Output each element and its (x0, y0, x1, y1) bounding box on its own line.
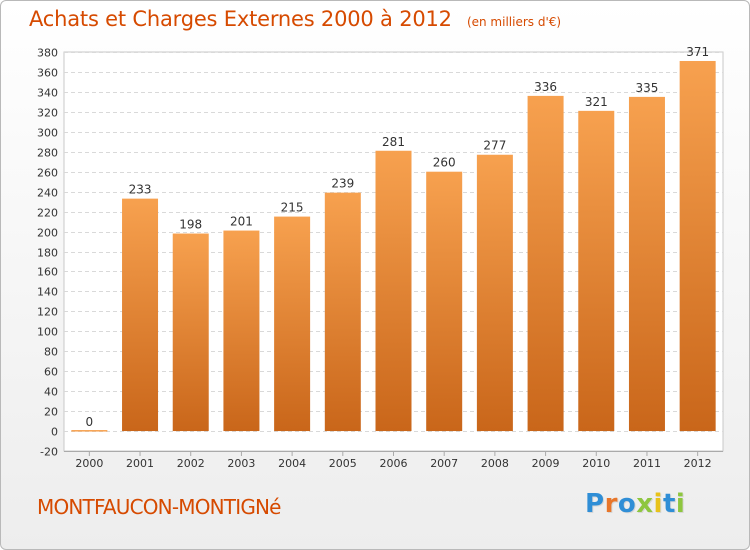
bar-2007 (426, 171, 463, 432)
y-tick-label: 100 (37, 326, 58, 339)
logo-letter: x (636, 489, 654, 519)
bar-2011 (628, 96, 665, 432)
y-tick-label: 140 (37, 286, 58, 299)
y-tick-label: 20 (44, 406, 58, 419)
y-tick-label: 340 (37, 87, 58, 100)
y-tick-label: 260 (37, 167, 58, 180)
bar-2012 (679, 60, 716, 432)
x-tick-label: 2010 (582, 457, 610, 470)
bar-2006 (375, 150, 412, 432)
logo-letter: o (617, 489, 637, 519)
y-tick-label: 80 (44, 346, 58, 359)
y-tick-label: 320 (37, 107, 58, 120)
y-tick-label: 120 (37, 306, 58, 319)
data-label: 335 (636, 81, 659, 95)
x-tick-label: 2005 (329, 457, 357, 470)
logo-letter: i (653, 489, 663, 519)
y-tick-label: 380 (37, 47, 58, 60)
data-label: 371 (686, 45, 709, 59)
x-tick-label: 2007 (430, 457, 458, 470)
bar-2001 (122, 198, 159, 432)
bar-2004 (274, 216, 311, 432)
data-label: 260 (433, 156, 456, 170)
logo-letter: i (675, 489, 686, 519)
bar-2008 (476, 154, 513, 432)
x-tick-label: 2003 (227, 457, 255, 470)
data-label: 215 (281, 201, 304, 215)
x-tick-label: 2002 (177, 457, 205, 470)
x-tick-label: 2000 (75, 457, 103, 470)
logo-letter: t (662, 489, 676, 519)
x-tick-label: 2006 (380, 457, 408, 470)
data-label: 198 (179, 218, 202, 232)
y-tick-label: 220 (37, 207, 58, 220)
chart-title: Achats et Charges Externes 2000 à 2012 (29, 7, 452, 31)
data-label: 233 (129, 183, 152, 197)
chart-title-row: Achats et Charges Externes 2000 à 2012 (… (29, 7, 561, 31)
x-tick-label: 2004 (278, 457, 306, 470)
commune-name: MONTFAUCON-MONTIGNé (37, 495, 281, 519)
y-tick-label: 300 (37, 127, 58, 140)
bar-2005 (324, 192, 361, 432)
data-label: 201 (230, 215, 253, 229)
data-label: 239 (331, 177, 354, 191)
proxiti-logo: Proxiti (585, 489, 685, 519)
bar-2010 (578, 110, 615, 432)
y-tick-label: 240 (37, 187, 58, 200)
y-tick-label: 180 (37, 247, 58, 260)
y-tick-label: 60 (44, 366, 58, 379)
y-tick-label: 360 (37, 67, 58, 80)
logo-letter: r (604, 489, 618, 519)
bar-2000 (71, 430, 108, 432)
y-tick-label: 160 (37, 266, 58, 279)
logo-letter: P (585, 489, 605, 519)
y-tick-label: 0 (51, 426, 58, 439)
data-label: 336 (534, 80, 557, 94)
y-tick-label: 40 (44, 386, 58, 399)
x-tick-label: 2012 (684, 457, 712, 470)
bar-2003 (223, 230, 260, 432)
y-tick-label: -20 (40, 446, 58, 459)
data-label: 277 (483, 139, 506, 153)
x-tick-label: 2001 (126, 457, 154, 470)
data-label: 0 (86, 415, 94, 429)
y-tick-label: 280 (37, 147, 58, 160)
chart-unit: (en milliers d'€) (466, 15, 562, 29)
y-tick-label: 200 (37, 227, 58, 240)
bar-2009 (527, 95, 564, 432)
x-tick-label: 2009 (532, 457, 560, 470)
data-label: 281 (382, 135, 405, 149)
bar-2002 (172, 233, 209, 432)
data-label: 321 (585, 95, 608, 109)
x-tick-label: 2011 (633, 457, 661, 470)
x-tick-label: 2008 (481, 457, 509, 470)
